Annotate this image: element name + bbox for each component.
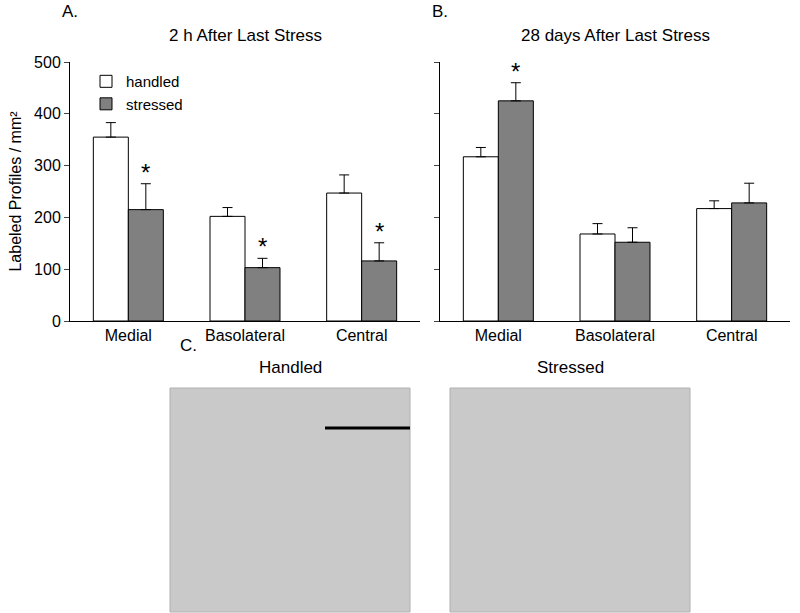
svg-text:A.: A.	[62, 2, 78, 21]
svg-text:*: *	[258, 233, 267, 260]
svg-text:Medial: Medial	[105, 327, 152, 344]
svg-text:C.: C.	[180, 336, 197, 355]
svg-text:Handled: Handled	[259, 358, 322, 377]
svg-text:*: *	[511, 58, 520, 85]
svg-text:200: 200	[34, 209, 61, 226]
svg-text:400: 400	[34, 105, 61, 122]
svg-text:*: *	[141, 159, 150, 186]
svg-text:handled: handled	[126, 73, 179, 90]
svg-text:100: 100	[34, 261, 61, 278]
svg-text:28 days After Last Stress: 28 days After Last Stress	[521, 26, 710, 45]
svg-text:Central: Central	[336, 327, 388, 344]
svg-text:Labeled Profiles / mm²: Labeled Profiles / mm²	[7, 111, 24, 272]
svg-text:*: *	[375, 218, 384, 245]
svg-text:Stressed: Stressed	[537, 358, 604, 377]
svg-text:300: 300	[34, 157, 61, 174]
svg-text:B.: B.	[432, 2, 448, 21]
svg-text:Medial: Medial	[475, 327, 522, 344]
svg-text:500: 500	[34, 54, 61, 71]
svg-text:Basolateral: Basolateral	[575, 327, 655, 344]
svg-text:Central: Central	[706, 327, 758, 344]
svg-text:stressed: stressed	[126, 96, 183, 113]
svg-text:2 h After Last Stress: 2 h After Last Stress	[169, 26, 322, 45]
svg-text:0: 0	[52, 313, 61, 330]
svg-text:Basolateral: Basolateral	[205, 327, 285, 344]
